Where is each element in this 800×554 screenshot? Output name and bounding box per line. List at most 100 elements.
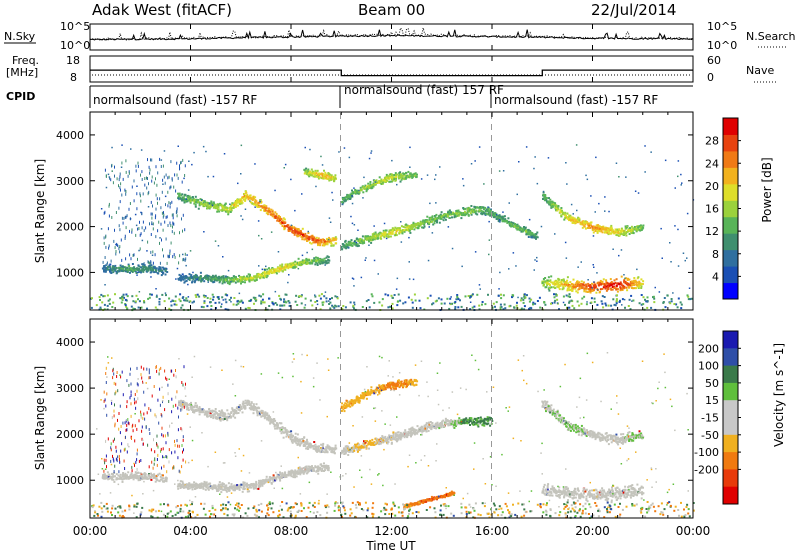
scatter-point	[253, 302, 255, 305]
scatter-point	[263, 301, 266, 304]
scatter-point	[183, 299, 186, 302]
scatter-point	[135, 272, 138, 274]
scatter-point	[393, 294, 396, 296]
scatter-point	[289, 266, 292, 268]
scatter-point	[305, 465, 308, 468]
scatter-point	[224, 206, 227, 209]
scatter-point	[373, 225, 375, 227]
scatter-point	[508, 202, 510, 204]
scatter-point	[235, 276, 237, 279]
scatter-point	[561, 209, 563, 212]
scatter-point	[111, 216, 113, 219]
scatter-point	[159, 267, 162, 270]
scatter-point	[586, 178, 589, 181]
scatter-point	[471, 293, 474, 296]
scatter-point	[544, 277, 547, 279]
scatter-point	[323, 295, 326, 298]
scatter-point	[213, 202, 215, 205]
scatter-point	[557, 284, 560, 287]
scatter-point	[214, 203, 217, 206]
scatter-point	[369, 238, 372, 241]
scatter-point	[290, 475, 293, 478]
scatter-point	[173, 231, 175, 235]
scatter-point	[436, 219, 439, 222]
scatter-point	[238, 300, 241, 303]
scatter-point	[218, 210, 221, 213]
scatter-point	[398, 176, 401, 179]
scatter-point	[252, 195, 255, 198]
scatter-point	[315, 240, 318, 243]
scatter-point	[238, 274, 241, 277]
scatter-point	[621, 304, 623, 306]
cpid-segment-1: normalsound (fast) -157 RF	[93, 93, 257, 107]
scatter-point	[418, 224, 421, 227]
scatter-point	[384, 179, 387, 182]
scatter-point	[355, 237, 358, 240]
scatter-point	[326, 174, 329, 177]
scatter-point	[429, 294, 432, 297]
scatter-point	[146, 250, 148, 252]
scatter-point	[553, 282, 555, 285]
scatter-point	[271, 267, 274, 270]
scatter-point	[130, 270, 133, 272]
scatter-point	[161, 269, 164, 272]
scatter-point	[187, 189, 190, 191]
scatter-point	[158, 303, 161, 306]
power-colorbar-tick: 4	[712, 270, 719, 283]
scatter-point	[623, 274, 625, 276]
scatter-point	[572, 278, 575, 281]
scatter-point	[369, 181, 372, 183]
scatter-point	[412, 278, 415, 281]
scatter-point	[427, 259, 430, 262]
scatter-point	[426, 219, 429, 222]
scatter-point	[238, 488, 241, 491]
scatter-point	[344, 198, 347, 201]
scatter-point	[212, 204, 215, 207]
scatter-point	[427, 222, 429, 225]
scatter-point	[380, 235, 383, 238]
scatter-point	[298, 295, 301, 298]
scatter-point	[334, 174, 337, 177]
scatter-point	[583, 289, 586, 292]
scatter-point	[158, 298, 161, 300]
scatter-point	[185, 257, 187, 261]
scatter-point	[135, 294, 138, 297]
scatter-point	[605, 279, 608, 282]
scatter-point	[159, 261, 161, 265]
scatter-point	[132, 478, 135, 481]
scatter-point	[467, 208, 470, 211]
scatter-point	[631, 284, 634, 287]
scatter-point	[371, 186, 374, 189]
scatter-point	[368, 157, 371, 160]
scatter-point	[244, 190, 247, 193]
scatter-point	[181, 304, 184, 307]
scatter-point	[302, 232, 304, 235]
scatter-point	[302, 235, 305, 238]
scatter-point	[222, 275, 225, 278]
scatter-point	[596, 288, 599, 291]
scatter-point	[564, 211, 567, 214]
scatter-point	[241, 279, 244, 281]
scatter-point	[290, 224, 293, 227]
scatter-point	[255, 279, 258, 281]
scatter-point	[187, 196, 190, 199]
scatter-point	[191, 163, 193, 166]
scatter-point	[125, 159, 127, 163]
scatter-point	[188, 273, 191, 276]
scatter-point	[184, 280, 187, 283]
scatter-point	[144, 177, 146, 180]
scatter-point	[151, 158, 153, 162]
scatter-point	[136, 274, 138, 276]
scatter-point	[300, 467, 303, 470]
scatter-point	[456, 211, 459, 213]
scatter-point	[153, 181, 155, 185]
scatter-point	[370, 237, 373, 240]
scatter-point	[250, 198, 253, 201]
scatter-point	[454, 301, 457, 303]
scatter-point	[172, 300, 175, 302]
scatter-point	[223, 203, 226, 206]
scatter-point	[165, 477, 168, 480]
scatter-point	[317, 243, 320, 246]
date-title: 22/Jul/2014	[591, 1, 676, 19]
scatter-point	[202, 145, 205, 148]
